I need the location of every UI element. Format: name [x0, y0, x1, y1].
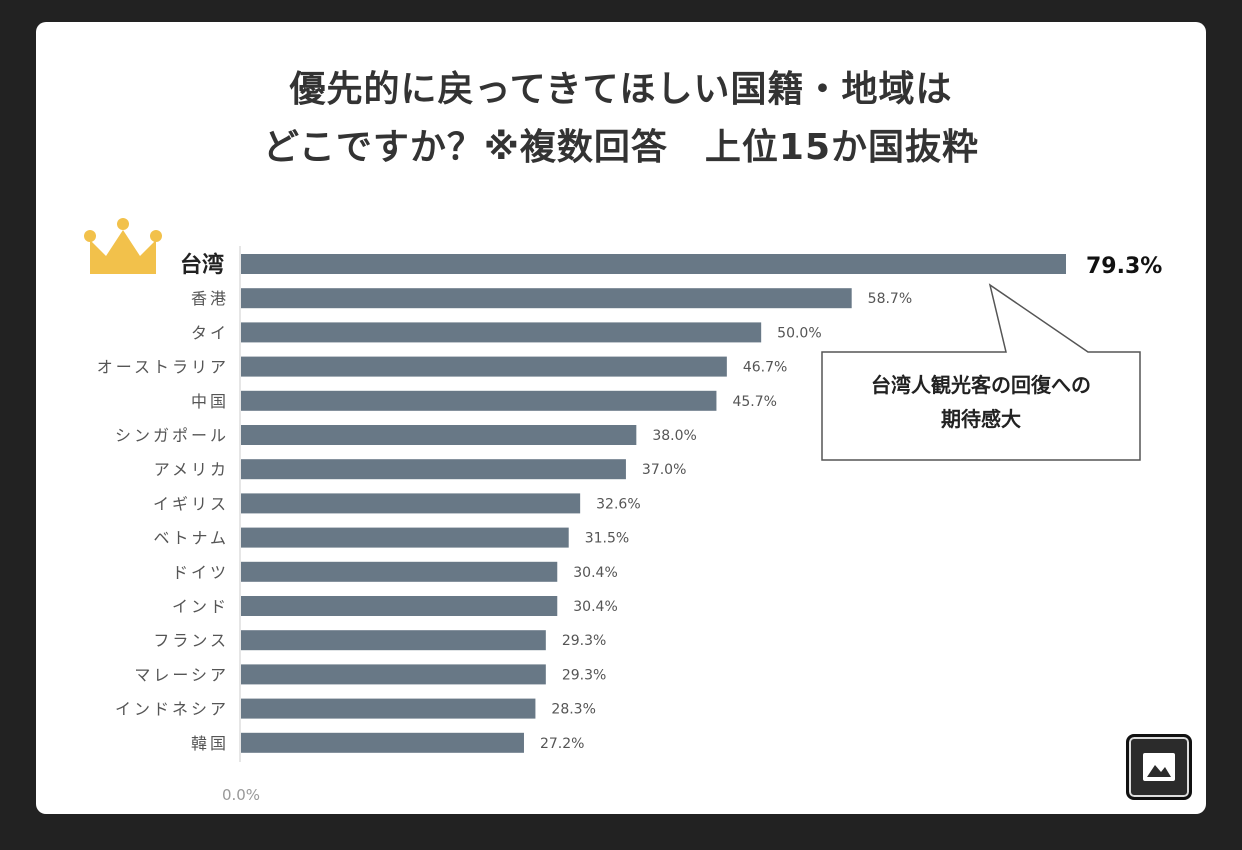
bar-3: [241, 356, 727, 377]
callout-text-line2: 期待感大: [941, 407, 1021, 431]
category-label-13: インドネシア: [115, 700, 229, 719]
value-label-12: 29.3%: [562, 667, 606, 683]
category-label-1: 香港: [191, 289, 229, 308]
value-label-8: 31.5%: [585, 531, 629, 547]
bar-7: [241, 493, 581, 514]
bar-10: [241, 596, 558, 616]
value-label-2: 50.0%: [777, 325, 821, 341]
bar-8: [241, 527, 569, 548]
category-label-5: シンガポール: [115, 426, 229, 445]
value-label-10: 30.4%: [573, 599, 617, 615]
category-label-0: 台湾: [180, 252, 224, 278]
image-view-button[interactable]: [1126, 734, 1192, 800]
category-label-4: 中国: [191, 392, 229, 411]
bar-12: [241, 664, 546, 685]
value-label-6: 37.0%: [642, 462, 686, 478]
value-label-5: 38.0%: [652, 428, 696, 444]
value-label-0: 79.3%: [1086, 254, 1162, 279]
value-label-9: 30.4%: [573, 565, 617, 581]
category-label-10: インド: [172, 597, 229, 616]
category-label-11: フランス: [153, 631, 229, 650]
bar-14: [241, 732, 524, 753]
bar-1: [241, 288, 852, 309]
image-icon: [1143, 753, 1175, 781]
value-label-13: 28.3%: [551, 702, 595, 718]
category-label-3: オーストラリア: [97, 358, 229, 377]
category-label-9: ドイツ: [172, 563, 229, 582]
category-label-8: ベトナム: [153, 529, 229, 548]
bar-4: [241, 390, 717, 411]
bar-2: [241, 322, 762, 343]
bar-5: [241, 425, 637, 445]
value-label-7: 32.6%: [596, 496, 640, 512]
bar-11: [241, 630, 546, 651]
crown-icon: [84, 218, 162, 274]
bar-13: [241, 698, 536, 719]
value-label-1: 58.7%: [868, 291, 912, 307]
value-label-3: 46.7%: [743, 360, 787, 376]
chart-title-line1: 優先的に戻ってきてほしい国籍・地域は: [289, 69, 953, 110]
value-label-11: 29.3%: [562, 633, 606, 649]
bar-6: [241, 459, 626, 480]
chart-title-line2: どこですか？※複数回答 上位15か国抜粋: [262, 127, 980, 168]
callout-bubble: [821, 283, 1141, 461]
callout-text-line1: 台湾人観光客の回復への: [871, 373, 1091, 397]
category-label-6: アメリカ: [154, 460, 229, 479]
value-label-4: 45.7%: [732, 394, 776, 410]
bar-0: [241, 254, 1066, 274]
value-label-14: 27.2%: [540, 736, 584, 752]
category-label-7: イギリス: [153, 494, 229, 513]
bar-9: [241, 561, 558, 582]
category-label-12: マレーシア: [134, 665, 229, 684]
category-label-14: 韓国: [191, 734, 229, 753]
category-label-2: タイ: [191, 323, 229, 342]
x-axis-tick-label: 0.0%: [222, 786, 260, 804]
